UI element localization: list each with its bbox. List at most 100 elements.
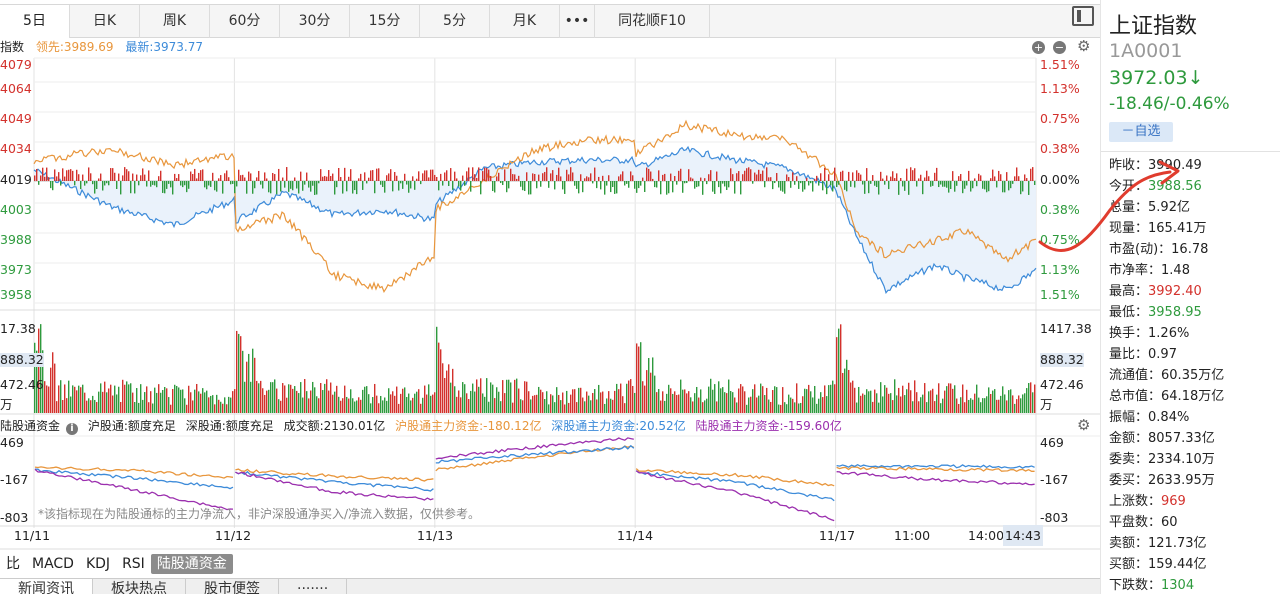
time-axis-label: 11/17	[819, 528, 856, 543]
divider	[1101, 151, 1280, 152]
stat-label: 振幅：	[1109, 410, 1149, 425]
stat-label: 下跌数：	[1109, 578, 1162, 593]
stat-row: 下跌数：1304	[1109, 578, 1194, 594]
period-tab-4[interactable]: 30分	[280, 5, 350, 38]
sh-main-flow: 沪股通主力资金:-180.12亿	[395, 419, 542, 433]
flow-axis-label: -167	[0, 472, 29, 487]
bottom-tab-1[interactable]: 板块热点	[93, 579, 186, 594]
pct-axis-label: 0.75%	[1040, 111, 1080, 126]
stat-label: 总市值：	[1109, 389, 1162, 404]
stat-value: 60	[1161, 515, 1178, 530]
indicator-tab-2[interactable]: KDJ	[85, 556, 111, 572]
indicator-tab-3[interactable]: RSI	[122, 556, 145, 572]
time-axis-label: 11/12	[215, 528, 252, 543]
bottom-tab-0[interactable]: 新闻资讯	[0, 579, 93, 594]
stat-value: 0.84%	[1148, 410, 1190, 425]
stat-row: 委买：2633.95万	[1109, 473, 1215, 489]
indicator-tab-1[interactable]: MACD	[32, 556, 74, 572]
time-axis-label: 14:00	[968, 528, 1005, 543]
stat-label: 现量：	[1109, 221, 1149, 236]
bottom-tab-bar: 新闻资讯 板块热点 股市便签 ·······	[0, 578, 1100, 594]
legend-lead: 领先:3989.69	[35, 40, 114, 54]
period-tab-6[interactable]: 5分	[420, 5, 490, 38]
volume-axis-label: 万	[1040, 397, 1053, 412]
price-axis-label: 4034	[0, 141, 32, 156]
quote-panel: 上证指数 1A0001 3972.03↓ -18.46/-0.46% －自选 昨…	[1100, 0, 1280, 594]
stat-row: 委卖：2334.10万	[1109, 452, 1215, 468]
stat-label: 委卖：	[1109, 452, 1149, 467]
stat-label: 今开：	[1109, 179, 1149, 194]
stat-row: 量比：0.97	[1109, 347, 1177, 363]
stat-value: 3990.49	[1148, 158, 1202, 173]
stat-label: 卖额：	[1109, 536, 1149, 551]
period-tab-bar: 5日 日K 周K 60分 30分 15分 5分 月K ••• 同花顺F10	[0, 4, 1100, 38]
volume-axis-label: 17.38	[0, 321, 36, 336]
legend-index-name: 指数	[0, 40, 25, 54]
stat-row: 市净率：1.48	[1109, 263, 1190, 279]
pct-axis-label: 0.75%	[1040, 232, 1080, 247]
indicator-tab-0[interactable]: 比	[6, 556, 20, 572]
stat-value: 60.35万亿	[1161, 368, 1225, 383]
period-tab-8[interactable]: •••	[560, 5, 595, 38]
stat-value: 2334.10万	[1148, 452, 1215, 467]
stat-value: 1.26%	[1148, 326, 1190, 341]
period-tab-7[interactable]: 月K	[490, 5, 560, 38]
stat-row: 换手：1.26%	[1109, 326, 1189, 342]
stat-value: 3988.56	[1148, 179, 1202, 194]
gear-icon[interactable]: ⚙	[1077, 416, 1091, 434]
volume-axis-label: 1417.38	[1040, 321, 1092, 336]
period-tab-2[interactable]: 周K	[140, 5, 210, 38]
price-axis-label: 4064	[0, 81, 32, 96]
time-axis-current: 14:43	[1003, 525, 1043, 546]
stat-value: 3992.40	[1148, 284, 1202, 299]
stat-label: 昨收：	[1109, 158, 1149, 173]
stat-value: 1304	[1161, 578, 1195, 593]
stat-row: 现量：165.41万	[1109, 221, 1207, 237]
bottom-tab-3[interactable]: ·······	[279, 579, 348, 594]
info-icon[interactable]: i	[66, 423, 79, 435]
gear-icon[interactable]: ⚙	[1077, 37, 1091, 55]
flow-axis-label: -167	[1040, 472, 1069, 487]
stat-row: 最高：3992.40	[1109, 284, 1202, 300]
period-tab-1[interactable]: 日K	[70, 5, 140, 38]
period-tab-9[interactable]: 同花顺F10	[595, 5, 710, 38]
period-tab-0[interactable]: 5日	[0, 5, 70, 38]
period-tab-3[interactable]: 60分	[210, 5, 280, 38]
indicator-tab-4[interactable]: 陆股通资金	[150, 554, 233, 574]
zoom-in-icon[interactable]: +	[1032, 41, 1045, 54]
bottom-tab-2[interactable]: 股市便签	[186, 579, 279, 594]
stat-row: 平盘数：60	[1109, 515, 1178, 531]
indicator-tab-bar: 比 MACD KDJ RSI 陆股通资金	[0, 554, 233, 574]
stat-value: 5.92亿	[1148, 200, 1190, 215]
flow-axis-label: -803	[0, 510, 29, 525]
stat-row: 市盈(动)：16.78	[1109, 242, 1208, 258]
panel-toggle-icon[interactable]	[1072, 6, 1094, 26]
pct-axis-label: 1.51%	[1040, 57, 1080, 72]
time-axis-label: 11:00	[894, 528, 931, 543]
chart-area: 5日 日K 周K 60分 30分 15分 5分 月K ••• 同花顺F10 指数 领先:3989.…	[0, 0, 1100, 594]
total-main-flow: 陆股通主力资金:-159.60亿	[695, 419, 842, 433]
flow-axis-label: -803	[1040, 510, 1069, 525]
stat-label: 最高：	[1109, 284, 1149, 299]
stat-value: 159.44亿	[1148, 557, 1207, 572]
stat-value: 0.97	[1148, 347, 1177, 362]
volume-axis-label: 472.46	[0, 377, 44, 392]
period-tab-5[interactable]: 15分	[350, 5, 420, 38]
watchlist-button[interactable]: －自选	[1109, 122, 1173, 142]
stat-label: 最低：	[1109, 305, 1149, 320]
flow-axis-label: 469	[1040, 435, 1064, 450]
stat-label: 总量：	[1109, 200, 1149, 215]
stat-row: 总量：5.92亿	[1109, 200, 1190, 216]
stat-row: 卖额：121.73亿	[1109, 536, 1207, 552]
zoom-out-icon[interactable]: −	[1053, 41, 1066, 54]
stat-row: 昨收：3990.49	[1109, 158, 1202, 174]
stat-value: 3958.95	[1148, 305, 1202, 320]
stat-row: 买额：159.44亿	[1109, 557, 1207, 573]
stat-label: 市净率：	[1109, 263, 1162, 278]
price-axis-label: 4049	[0, 111, 32, 126]
sz-status: 深股通:额度充足	[185, 419, 274, 433]
stat-value: 2633.95万	[1148, 473, 1215, 488]
intraday-chart[interactable]	[0, 0, 1100, 550]
hk-flow-note: *该指标现在为陆股通标的主力净流入，非沪深股通净买入/净流入数据，仅供参考。	[38, 507, 481, 521]
stock-code: 1A0001	[1109, 40, 1183, 62]
